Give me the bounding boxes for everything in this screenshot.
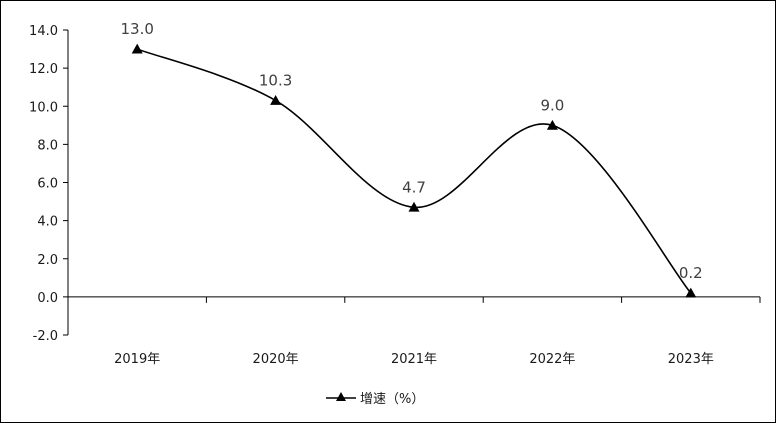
x-tick-label: 2019年 — [114, 352, 160, 367]
data-label: 13.0 — [120, 20, 153, 38]
y-tick-label: 8.0 — [37, 138, 58, 153]
data-label: 0.2 — [679, 264, 703, 282]
data-point-marker — [685, 287, 697, 298]
data-label: 9.0 — [540, 96, 564, 114]
data-point-marker — [546, 119, 558, 130]
y-tick-label: 2.0 — [37, 253, 58, 268]
legend: 增速（%） — [326, 392, 424, 407]
series-line — [136, 48, 692, 294]
y-tick-label: 12.0 — [29, 62, 58, 77]
data-point-marker — [270, 95, 282, 105]
data-label: 10.3 — [259, 72, 292, 90]
y-axis: -2.0 0.0 2.0 4.0 6.0 8.0 10.0 12.0 14.0 — [29, 24, 69, 344]
y-tick-label: 0.0 — [37, 291, 58, 306]
y-tick-label: 6.0 — [37, 177, 58, 192]
y-tick-label: 14.0 — [29, 24, 58, 39]
data-point-marker — [131, 43, 143, 54]
data-point-marker — [408, 201, 420, 212]
x-tick-label: 2020年 — [253, 352, 299, 367]
y-tick-label: 4.0 — [37, 215, 58, 230]
legend-triangle-marker — [336, 392, 346, 401]
x-tick-label: 2023年 — [668, 352, 714, 367]
y-tick-label: 10.0 — [29, 100, 58, 115]
series-group — [131, 43, 697, 298]
x-tick-label: 2021年 — [391, 352, 437, 367]
x-axis: 2019年 2020年 2021年 2022年 2023年 — [67, 296, 761, 367]
data-label: 4.7 — [402, 178, 426, 196]
legend-label: 增速（%） — [360, 392, 424, 407]
data-labels: 13.0 10.3 4.7 9.0 0.2 — [120, 20, 702, 282]
y-tick-label: -2.0 — [33, 329, 58, 344]
x-tick-label: 2022年 — [529, 352, 575, 367]
